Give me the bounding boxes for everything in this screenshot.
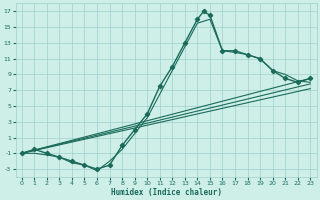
X-axis label: Humidex (Indice chaleur): Humidex (Indice chaleur) — [110, 188, 221, 197]
